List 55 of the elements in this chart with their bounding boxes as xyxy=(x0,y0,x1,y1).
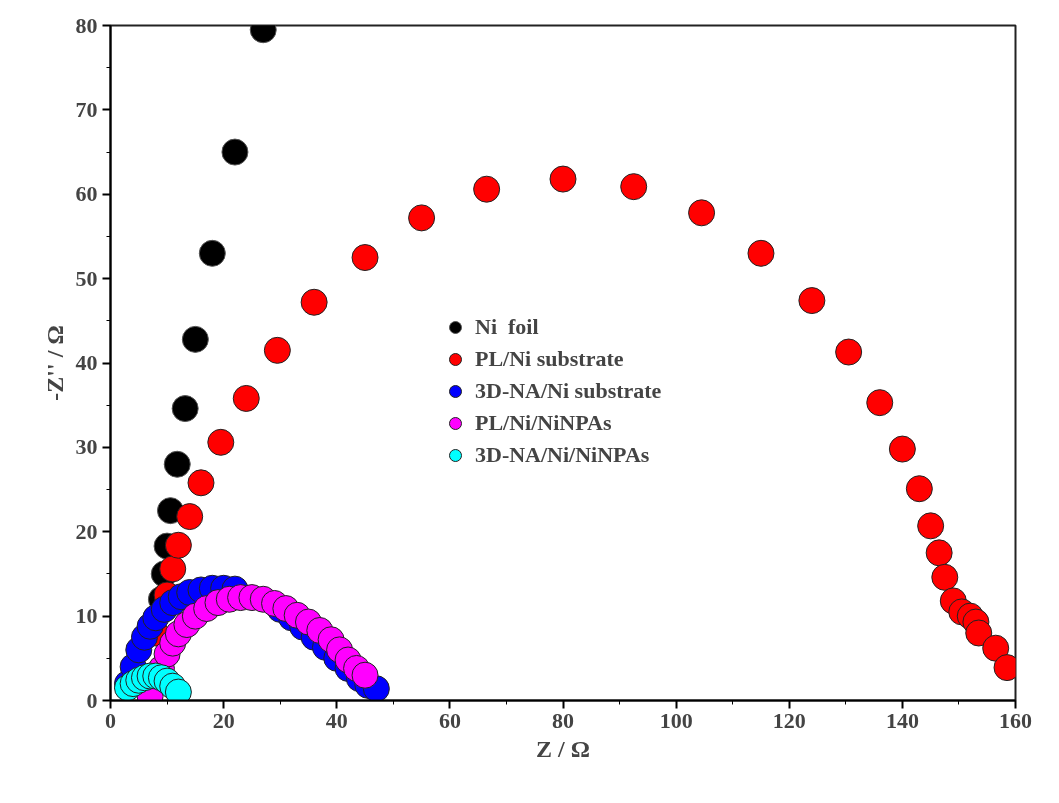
point xyxy=(300,288,328,316)
y-tick-label: 40 xyxy=(75,350,98,375)
point xyxy=(408,204,436,232)
point xyxy=(176,503,204,531)
point xyxy=(925,539,953,567)
point xyxy=(688,199,716,227)
y-axis-title: -Z'' / Ω xyxy=(41,325,68,401)
y-tick-label: 60 xyxy=(75,181,98,207)
y-tick-label: 0 xyxy=(86,687,98,713)
point xyxy=(181,325,209,353)
x-tick-label: 60 xyxy=(438,707,461,733)
point xyxy=(982,634,1010,662)
x-tick-label: 120 xyxy=(772,707,806,733)
point xyxy=(747,239,775,267)
point xyxy=(965,619,993,647)
x-axis-title: Z / Ω xyxy=(536,735,590,762)
x-tick-label: 0 xyxy=(105,707,116,733)
x-tick-label: 40 xyxy=(325,707,348,733)
point xyxy=(163,450,191,478)
point xyxy=(835,338,863,366)
point xyxy=(798,287,826,315)
point xyxy=(159,555,187,583)
legend-label: Ni foil xyxy=(475,314,539,340)
point xyxy=(263,336,291,364)
point xyxy=(198,239,226,267)
point xyxy=(931,563,959,591)
x-tick-label: 100 xyxy=(659,707,693,733)
point xyxy=(549,165,577,193)
point xyxy=(917,512,945,540)
x-tick-label: 140 xyxy=(885,707,919,733)
point xyxy=(232,384,260,412)
point xyxy=(905,475,933,503)
y-tick-label: 10 xyxy=(75,603,98,629)
point xyxy=(888,435,916,463)
legend-label: PL/Ni/NiNPAs xyxy=(475,410,612,436)
point xyxy=(866,389,894,417)
y-tick-label: 30 xyxy=(75,434,98,460)
point xyxy=(164,531,192,559)
legend-label: PL/Ni substrate xyxy=(475,346,624,372)
y-tick-label: 70 xyxy=(75,96,98,122)
y-tick-label: 50 xyxy=(75,265,98,291)
y-tick-label: 20 xyxy=(75,518,98,544)
point xyxy=(187,469,215,497)
point xyxy=(221,138,249,166)
x-tick-label: 160 xyxy=(999,707,1032,733)
y-tick-label: 80 xyxy=(75,12,98,38)
x-tick-label: 80 xyxy=(552,707,574,733)
point xyxy=(473,175,501,203)
point xyxy=(171,395,199,423)
point xyxy=(620,173,648,201)
legend-label: 3D-NA/Ni substrate xyxy=(475,378,662,404)
point xyxy=(351,244,379,272)
x-tick-label: 20 xyxy=(212,707,235,733)
point xyxy=(207,428,235,456)
legend-label: 3D-NA/Ni/NiNPAs xyxy=(475,442,650,468)
